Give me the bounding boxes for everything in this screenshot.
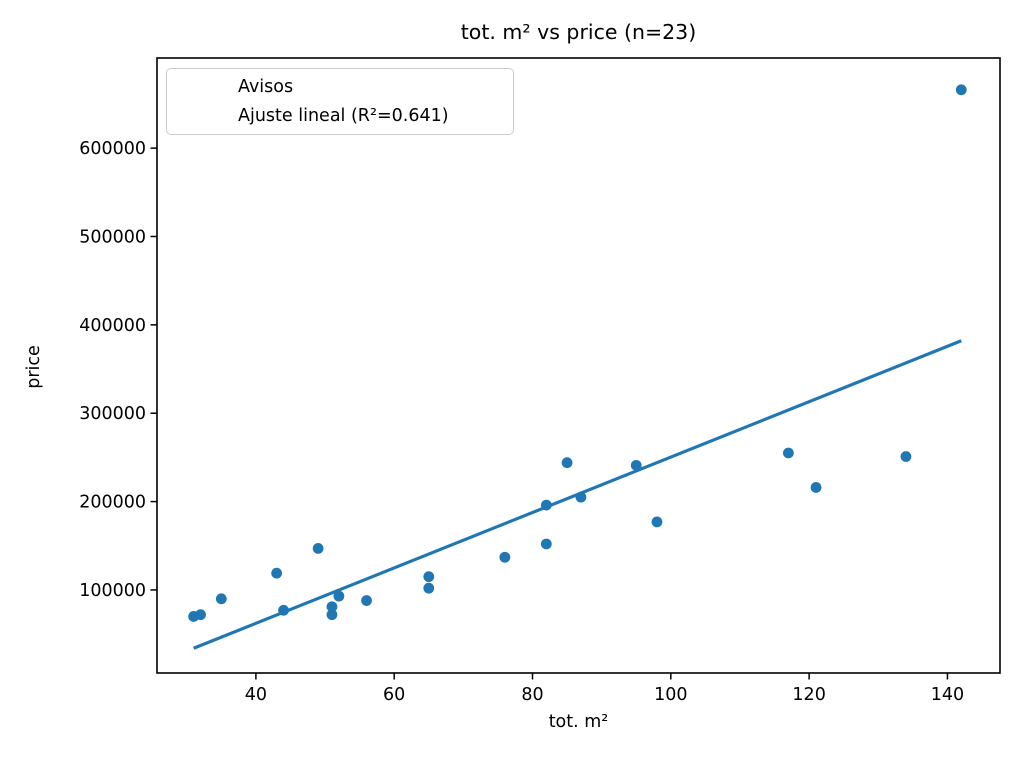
legend-marker-cell [173, 115, 231, 118]
axes-frame [156, 57, 1001, 674]
y-tick-label: 100000 [79, 581, 146, 601]
y-tick-label: 200000 [79, 493, 146, 513]
scatter-point [361, 595, 372, 606]
scatter-point [278, 604, 289, 616]
legend-entry-avisos: Avisos [167, 73, 513, 101]
chart-title: tot. m² vs price (n=23) [460, 20, 697, 44]
x-tick-label: 140 [931, 685, 964, 705]
legend-label-fit-line: Ajuste lineal (R²=0.641) [238, 106, 449, 127]
y-tick-label: 300000 [79, 404, 146, 424]
scatter-marker-icon [196, 80, 209, 93]
scatter-point [575, 491, 587, 503]
line-marker-icon [178, 115, 226, 118]
x-tick-label: 80 [521, 685, 543, 705]
scatter-point [955, 84, 967, 96]
scatter-point [540, 499, 552, 511]
scatter-point [900, 451, 912, 462]
scatter-point [195, 609, 206, 621]
y-axis-label: price [24, 345, 44, 389]
scatter-point [651, 516, 663, 528]
scatter-point [271, 567, 283, 579]
scatter-point [499, 551, 511, 563]
legend-marker-cell [173, 80, 231, 93]
scatter-point [782, 447, 794, 459]
legend-label-avisos: Avisos [238, 76, 294, 97]
x-axis-label: tot. m² [548, 712, 609, 732]
x-tick-label: 40 [245, 685, 267, 705]
legend-entry-fit-line: Ajuste lineal (R²=0.641) [167, 102, 513, 130]
scatter-point [312, 543, 324, 554]
scatter-point [326, 609, 338, 621]
scatter-point [540, 538, 552, 550]
scatter-point [423, 582, 435, 594]
x-tick-label: 120 [792, 685, 825, 705]
scatter-point [215, 593, 227, 605]
x-tick-label: 100 [654, 685, 687, 705]
scatter-point [333, 590, 345, 602]
scatter-point [630, 459, 642, 471]
y-tick-label: 400000 [79, 316, 146, 336]
scatter-point [561, 457, 573, 469]
y-tick-label: 500000 [79, 227, 146, 247]
y-tick-label: 600000 [79, 139, 146, 159]
scatter-point [326, 601, 338, 613]
scatter-point [423, 571, 435, 583]
scatter-point [810, 482, 822, 493]
x-tick-label: 60 [383, 685, 405, 705]
legend: Avisos Ajuste lineal (R²=0.641) [166, 68, 514, 135]
